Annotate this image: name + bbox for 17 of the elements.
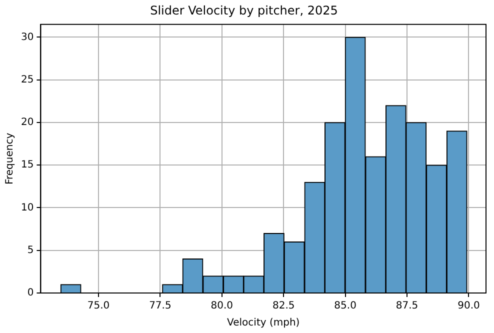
y-tick-label: 0 <box>27 288 34 299</box>
y-tick-label: 15 <box>20 160 34 171</box>
x-tick-label: 75.0 <box>87 300 110 312</box>
x-tick-label: 80.0 <box>210 300 234 312</box>
x-tick-label: 82.5 <box>272 300 295 312</box>
chart-title: Slider Velocity by pitcher, 2025 <box>150 3 338 18</box>
x-tick-label: 90.0 <box>458 300 480 312</box>
y-tick-label: 5 <box>27 244 34 256</box>
x-axis-title: Velocity (mph) <box>227 318 300 329</box>
y-tick-label: 30 <box>20 32 34 43</box>
y-tick-label: 25 <box>20 74 34 86</box>
x-tick-label: 85.0 <box>334 300 356 312</box>
y-tick-label: 20 <box>20 117 34 128</box>
y-tick-label: 10 <box>20 202 34 214</box>
x-tick-label: 77.5 <box>149 300 172 312</box>
x-tick-label: 87.5 <box>396 300 418 312</box>
y-axis-title: Frequency <box>4 132 16 185</box>
